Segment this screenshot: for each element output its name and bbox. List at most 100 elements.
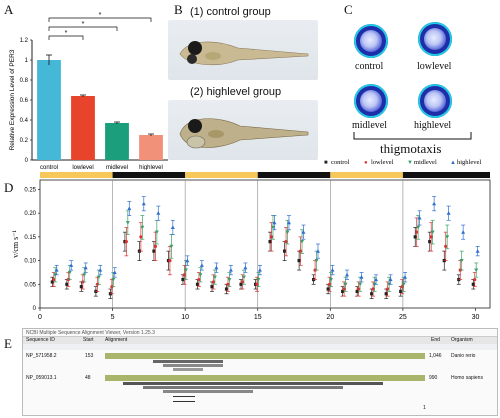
point-lowlevel bbox=[168, 258, 172, 263]
point-highlevel bbox=[301, 230, 306, 234]
point-midlevel bbox=[314, 258, 319, 263]
point-midlevel bbox=[285, 230, 290, 235]
y-tick-label: 0.10 bbox=[24, 259, 36, 265]
msa-page-number: 1 bbox=[423, 405, 426, 411]
y-tick-label: 0.6 bbox=[20, 98, 29, 104]
point-control bbox=[399, 289, 403, 294]
point-control bbox=[297, 258, 301, 263]
point-highlevel bbox=[286, 220, 291, 225]
point-highlevel bbox=[112, 270, 117, 275]
point-control bbox=[413, 235, 417, 239]
header-sequence-id: Sequence ID bbox=[26, 337, 55, 343]
point-midlevel bbox=[140, 225, 145, 230]
dish-label-lowlevel: lowlevel bbox=[417, 61, 452, 72]
point-midlevel bbox=[256, 277, 261, 282]
x-tick-label: 5 bbox=[111, 314, 115, 321]
point-highlevel bbox=[127, 206, 132, 211]
point-control bbox=[384, 292, 388, 296]
point-midlevel bbox=[401, 282, 406, 287]
row2-end: 990 bbox=[429, 375, 438, 381]
point-highlevel bbox=[54, 268, 59, 272]
point-lowlevel bbox=[327, 282, 332, 286]
row2-alignment-bar bbox=[105, 375, 425, 381]
point-lowlevel bbox=[400, 285, 404, 289]
row1-sequence-id: NP_571958.2 bbox=[26, 353, 57, 359]
point-lowlevel bbox=[139, 235, 143, 239]
velocity-line-chart: ■ control ● lowlevel ▼ midlevel ▲ highlevel00.0… bbox=[11, 159, 491, 321]
point-midlevel bbox=[270, 225, 275, 230]
expression-bar-chart: 0 0.2 0.4 0.6 0.8 1 1.2 Relative Expression Lev… bbox=[9, 12, 168, 170]
row1-feature-1 bbox=[153, 360, 223, 363]
point-lowlevel bbox=[124, 240, 128, 244]
point-control bbox=[471, 282, 475, 286]
category-label: control bbox=[40, 165, 58, 170]
x-tick-label: 25 bbox=[399, 314, 407, 321]
dish-control bbox=[354, 24, 388, 58]
point-midlevel bbox=[416, 225, 421, 230]
row2-feature-2 bbox=[143, 386, 343, 389]
significance-star: * bbox=[82, 21, 85, 28]
row2-feature-4 bbox=[173, 396, 195, 397]
bar-lowlevel bbox=[71, 96, 95, 160]
msa-ruler bbox=[23, 344, 497, 350]
point-highlevel bbox=[272, 220, 277, 225]
point-midlevel bbox=[125, 221, 130, 225]
panel-c-label: C bbox=[344, 2, 353, 17]
row2-start: 48 bbox=[85, 375, 91, 381]
y-tick-label: 0.25 bbox=[24, 187, 36, 193]
point-midlevel bbox=[183, 268, 188, 273]
point-control bbox=[355, 289, 359, 294]
y-tick-label: 0 bbox=[33, 306, 37, 312]
point-highlevel bbox=[156, 211, 161, 215]
panel-a-label: A bbox=[4, 2, 14, 17]
phase-light bbox=[330, 172, 403, 178]
point-control bbox=[341, 289, 345, 294]
row1-feature-3 bbox=[173, 368, 203, 371]
panel-e-label: E bbox=[4, 336, 12, 351]
category-label: lowlevel bbox=[72, 165, 93, 170]
point-highlevel bbox=[257, 268, 262, 272]
row1-end: 1,046 bbox=[429, 353, 442, 359]
phase-dark bbox=[402, 172, 490, 178]
point-highlevel bbox=[199, 263, 204, 267]
y-tick-label: 0.15 bbox=[24, 235, 36, 241]
legend-label-control: control bbox=[331, 159, 350, 166]
point-highlevel bbox=[98, 268, 103, 272]
highlevel-larva-image bbox=[179, 118, 309, 149]
point-midlevel bbox=[169, 244, 174, 249]
point-midlevel bbox=[459, 258, 464, 263]
row1-feature-2 bbox=[163, 364, 223, 367]
control-larva-image bbox=[179, 41, 309, 66]
legend-marker-highlevel: ▲ bbox=[450, 160, 456, 166]
point-control bbox=[195, 282, 200, 286]
header-organism: Organism bbox=[451, 337, 473, 343]
point-control bbox=[79, 285, 83, 289]
highlevel-group-label: (2) highlevel group bbox=[190, 86, 282, 98]
point-midlevel bbox=[227, 277, 232, 282]
point-control bbox=[326, 287, 330, 291]
y-tick-label: 1.2 bbox=[20, 38, 29, 44]
legend-marker-control: ■ bbox=[324, 160, 328, 166]
legend-label-highlevel: highlevel bbox=[457, 159, 481, 166]
category-label: midlevel bbox=[106, 165, 128, 170]
control-larva-photo bbox=[168, 20, 318, 80]
legend-marker-lowlevel: ● bbox=[364, 160, 368, 166]
panel-b-label: B bbox=[174, 2, 183, 17]
y-tick-label: 0 bbox=[25, 158, 29, 164]
point-midlevel bbox=[241, 275, 246, 280]
point-midlevel bbox=[111, 277, 116, 282]
dish-label-control: control bbox=[355, 61, 384, 72]
point-highlevel bbox=[403, 275, 408, 279]
row2-feature-5 bbox=[173, 401, 195, 402]
point-midlevel bbox=[430, 230, 435, 235]
row2-feature-1 bbox=[123, 382, 383, 385]
point-midlevel bbox=[329, 277, 334, 282]
point-highlevel bbox=[432, 201, 437, 206]
point-midlevel bbox=[67, 270, 72, 275]
point-lowlevel bbox=[182, 273, 187, 277]
point-highlevel bbox=[388, 277, 393, 282]
header-start: Start bbox=[83, 337, 94, 343]
dish-highlevel bbox=[418, 84, 452, 118]
point-midlevel bbox=[445, 235, 450, 239]
point-lowlevel bbox=[386, 287, 390, 291]
